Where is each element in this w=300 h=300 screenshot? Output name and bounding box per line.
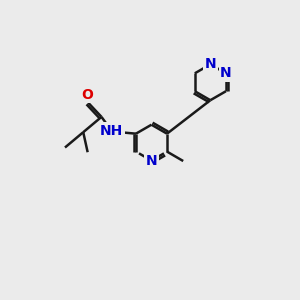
Text: N: N [205, 57, 216, 71]
Text: N: N [220, 66, 232, 80]
Text: N: N [146, 154, 157, 168]
Text: O: O [81, 88, 93, 101]
Text: NH: NH [100, 124, 123, 138]
